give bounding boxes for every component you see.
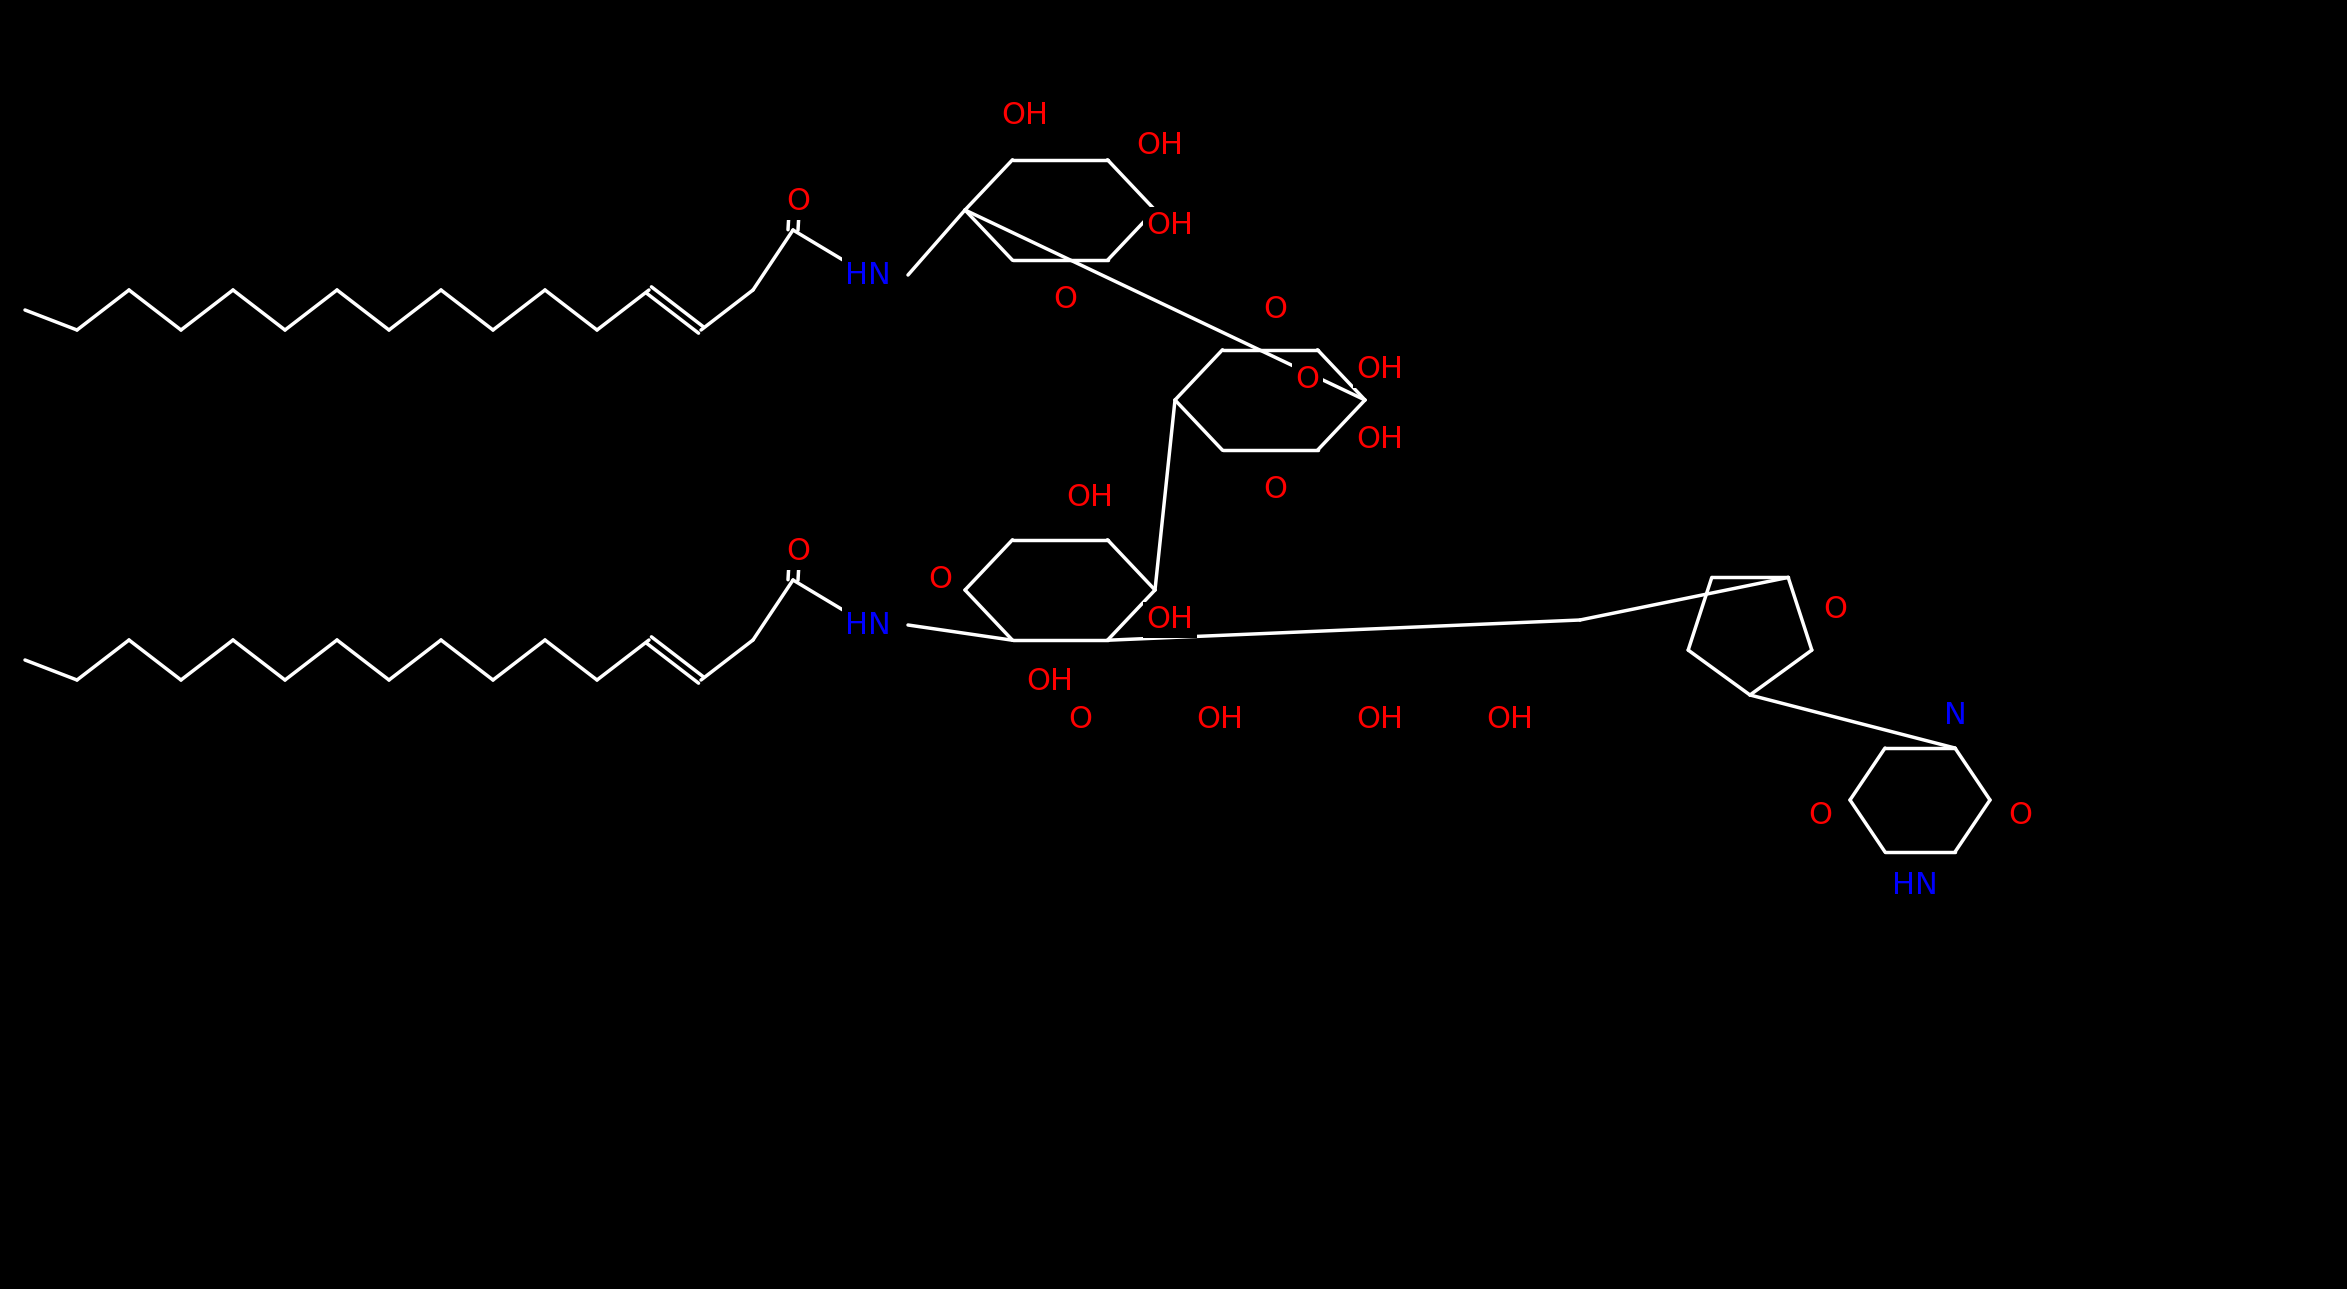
Text: OH: OH: [1136, 130, 1183, 160]
Text: OH: OH: [1486, 705, 1533, 735]
Text: O: O: [1263, 295, 1286, 325]
Text: O: O: [1296, 365, 1319, 394]
Text: OH: OH: [1357, 705, 1404, 735]
Text: O: O: [2009, 800, 2033, 830]
Text: OH: OH: [1357, 356, 1404, 384]
Text: HN: HN: [845, 260, 892, 290]
Text: N: N: [1943, 700, 1967, 730]
Text: O: O: [1068, 705, 1091, 735]
Text: O: O: [786, 538, 810, 566]
Text: O: O: [1824, 596, 1847, 624]
Text: OH: OH: [1026, 668, 1073, 696]
Text: O: O: [1263, 476, 1286, 504]
Text: OH: OH: [1002, 101, 1049, 129]
Text: HN: HN: [1892, 870, 1939, 900]
Text: OH: OH: [1066, 483, 1112, 513]
Text: O: O: [1807, 800, 1833, 830]
Text: OH: OH: [1145, 606, 1195, 634]
Text: OH: OH: [1145, 210, 1195, 240]
Text: OH: OH: [1357, 425, 1404, 455]
Text: O: O: [786, 187, 810, 217]
Text: O: O: [927, 566, 953, 594]
Text: OH: OH: [1197, 705, 1244, 735]
Text: HN: HN: [845, 611, 892, 639]
Text: O: O: [1054, 285, 1077, 315]
